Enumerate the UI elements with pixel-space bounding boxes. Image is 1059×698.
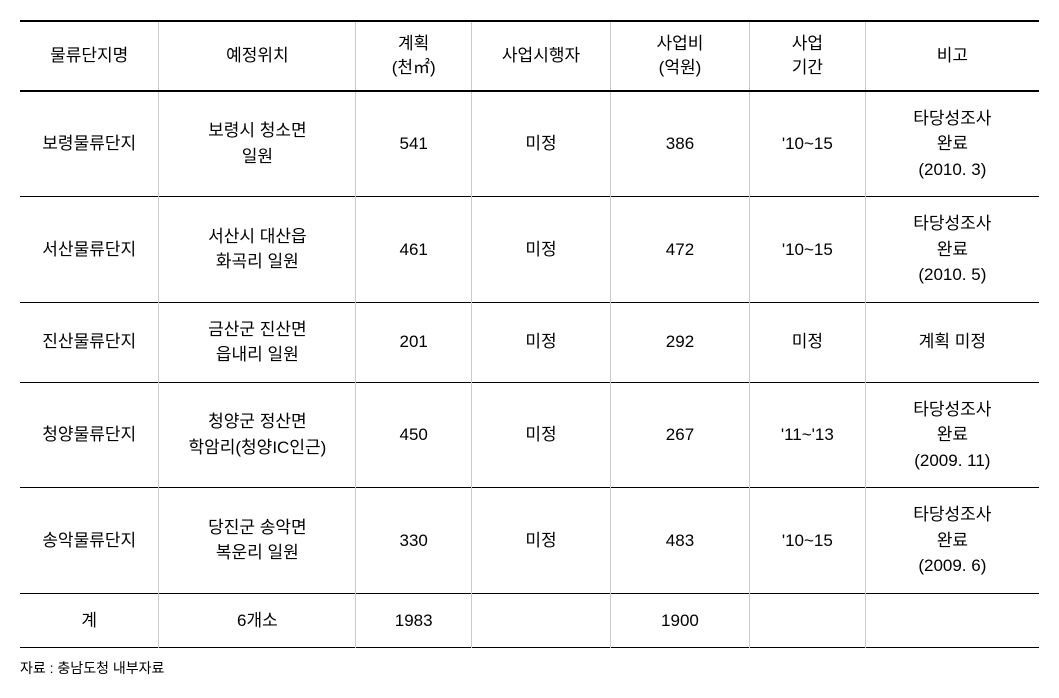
header-name: 물류단지명 [20, 21, 159, 91]
cell-remarks: 타당성조사완료(2009. 6) [865, 488, 1039, 594]
cell-remarks: 타당성조사완료(2009. 11) [865, 382, 1039, 488]
header-remarks: 비고 [865, 21, 1039, 91]
cell-plan: 450 [356, 382, 472, 488]
header-row: 물류단지명 예정위치 계획(천㎡) 사업시행자 사업비(억원) 사업기간 비고 [20, 21, 1039, 91]
header-operator: 사업시행자 [472, 21, 611, 91]
cell-operator: 미정 [472, 197, 611, 303]
header-cost: 사업비(억원) [611, 21, 750, 91]
cell-period: '10~15 [749, 197, 865, 303]
cell-remarks: 타당성조사완료(2010. 3) [865, 91, 1039, 197]
cell-cost: 472 [611, 197, 750, 303]
cell-operator: 미정 [472, 382, 611, 488]
cell-remarks [865, 593, 1039, 648]
cell-plan: 330 [356, 488, 472, 594]
table-row-total: 계 6개소 1983 1900 [20, 593, 1039, 648]
cell-plan: 541 [356, 91, 472, 197]
logistics-complex-table: 물류단지명 예정위치 계획(천㎡) 사업시행자 사업비(억원) 사업기간 비고 … [20, 20, 1039, 648]
cell-operator: 미정 [472, 302, 611, 382]
cell-period: '11~'13 [749, 382, 865, 488]
table-row: 보령물류단지 보령시 청소면일원 541 미정 386 '10~15 타당성조사… [20, 91, 1039, 197]
cell-location: 금산군 진산면읍내리 일원 [159, 302, 356, 382]
table-row: 청양물류단지 청양군 정산면학암리(청양IC인근) 450 미정 267 '11… [20, 382, 1039, 488]
cell-period: '10~15 [749, 91, 865, 197]
table-body: 보령물류단지 보령시 청소면일원 541 미정 386 '10~15 타당성조사… [20, 91, 1039, 648]
cell-remarks: 계획 미정 [865, 302, 1039, 382]
table-container: 물류단지명 예정위치 계획(천㎡) 사업시행자 사업비(억원) 사업기간 비고 … [20, 20, 1039, 678]
table-row: 진산물류단지 금산군 진산면읍내리 일원 201 미정 292 미정 계획 미정 [20, 302, 1039, 382]
cell-location: 청양군 정산면학암리(청양IC인근) [159, 382, 356, 488]
cell-plan: 201 [356, 302, 472, 382]
cell-remarks: 타당성조사완료(2010. 5) [865, 197, 1039, 303]
cell-location: 보령시 청소면일원 [159, 91, 356, 197]
source-note: 자료 : 충남도청 내부자료 [20, 658, 1039, 678]
cell-period: 미정 [749, 302, 865, 382]
table-row: 서산물류단지 서산시 대산읍화곡리 일원 461 미정 472 '10~15 타… [20, 197, 1039, 303]
cell-cost: 292 [611, 302, 750, 382]
cell-operator: 미정 [472, 91, 611, 197]
header-location: 예정위치 [159, 21, 356, 91]
cell-operator: 미정 [472, 488, 611, 594]
cell-period [749, 593, 865, 648]
cell-location: 당진군 송악면복운리 일원 [159, 488, 356, 594]
cell-cost: 267 [611, 382, 750, 488]
cell-name: 진산물류단지 [20, 302, 159, 382]
cell-location: 서산시 대산읍화곡리 일원 [159, 197, 356, 303]
cell-cost: 386 [611, 91, 750, 197]
cell-cost: 483 [611, 488, 750, 594]
cell-name: 송악물류단지 [20, 488, 159, 594]
table-row: 송악물류단지 당진군 송악면복운리 일원 330 미정 483 '10~15 타… [20, 488, 1039, 594]
header-period: 사업기간 [749, 21, 865, 91]
header-plan: 계획(천㎡) [356, 21, 472, 91]
cell-plan: 461 [356, 197, 472, 303]
cell-plan: 1983 [356, 593, 472, 648]
cell-operator [472, 593, 611, 648]
cell-name: 보령물류단지 [20, 91, 159, 197]
cell-period: '10~15 [749, 488, 865, 594]
cell-name: 계 [20, 593, 159, 648]
cell-location: 6개소 [159, 593, 356, 648]
cell-cost: 1900 [611, 593, 750, 648]
cell-name: 청양물류단지 [20, 382, 159, 488]
cell-name: 서산물류단지 [20, 197, 159, 303]
